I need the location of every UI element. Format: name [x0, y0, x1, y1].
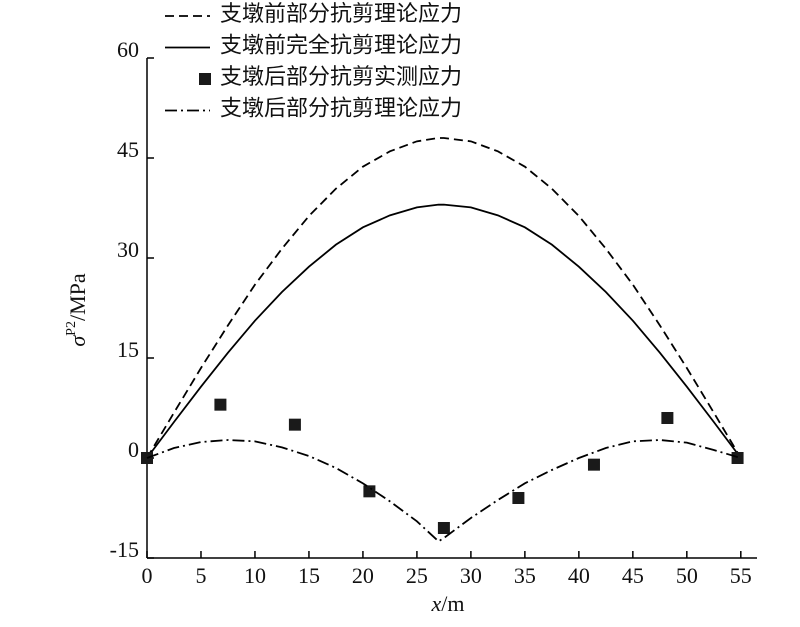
y-tick-label: 60: [117, 37, 139, 62]
x-axis-label: x/m: [431, 591, 465, 616]
scatter-point: [363, 485, 376, 498]
x-tick-label: 50: [676, 563, 698, 588]
y-tick-label: 15: [117, 337, 139, 362]
x-label-unit: /m: [441, 591, 464, 616]
legend-marker: [199, 73, 211, 85]
line-series: [146, 137, 742, 459]
x-tick-label: 15: [298, 563, 320, 588]
y-tick-label: -15: [110, 537, 139, 562]
line-series: [146, 203, 742, 459]
scatter-point: [437, 522, 450, 534]
line-series: [146, 439, 742, 543]
y-tick-label: 30: [117, 237, 139, 262]
x-tick-label: 35: [514, 563, 536, 588]
y-axis-label: σP2/MPa: [64, 273, 90, 347]
x-tick-label: 40: [568, 563, 590, 588]
x-tick-label: 10: [244, 563, 266, 588]
x-tick-label: 0: [142, 563, 153, 588]
scatter-point: [288, 418, 301, 431]
scatter-point: [661, 412, 674, 424]
x-label-var: x: [431, 591, 442, 616]
legend-label: 支墩后部分抗剪理论应力: [220, 96, 462, 121]
x-tick-label: 25: [406, 563, 428, 588]
x-tick-label: 20: [352, 563, 374, 588]
scatter-point: [512, 492, 525, 504]
legend-label: 支墩前部分抗剪理论应力: [220, 1, 462, 26]
x-tick-label: 55: [730, 563, 752, 588]
legend-label: 支墩后部分抗剪实测应力: [220, 64, 462, 89]
y-tick-label: 0: [128, 437, 139, 462]
x-tick-label: 5: [195, 563, 206, 588]
legend-label: 支墩前完全抗剪理论应力: [220, 33, 462, 58]
y-label-symbol: σ: [65, 335, 90, 347]
y-tick-label: 45: [117, 137, 139, 162]
x-tick-label: 30: [460, 563, 482, 588]
y-label-unit: /MPa: [65, 273, 90, 321]
x-tick-label: 45: [622, 563, 644, 588]
scatter-point: [731, 452, 744, 464]
y-label-sup: P2: [64, 321, 79, 336]
scatter-point: [214, 398, 227, 411]
scatter-point: [587, 458, 600, 471]
